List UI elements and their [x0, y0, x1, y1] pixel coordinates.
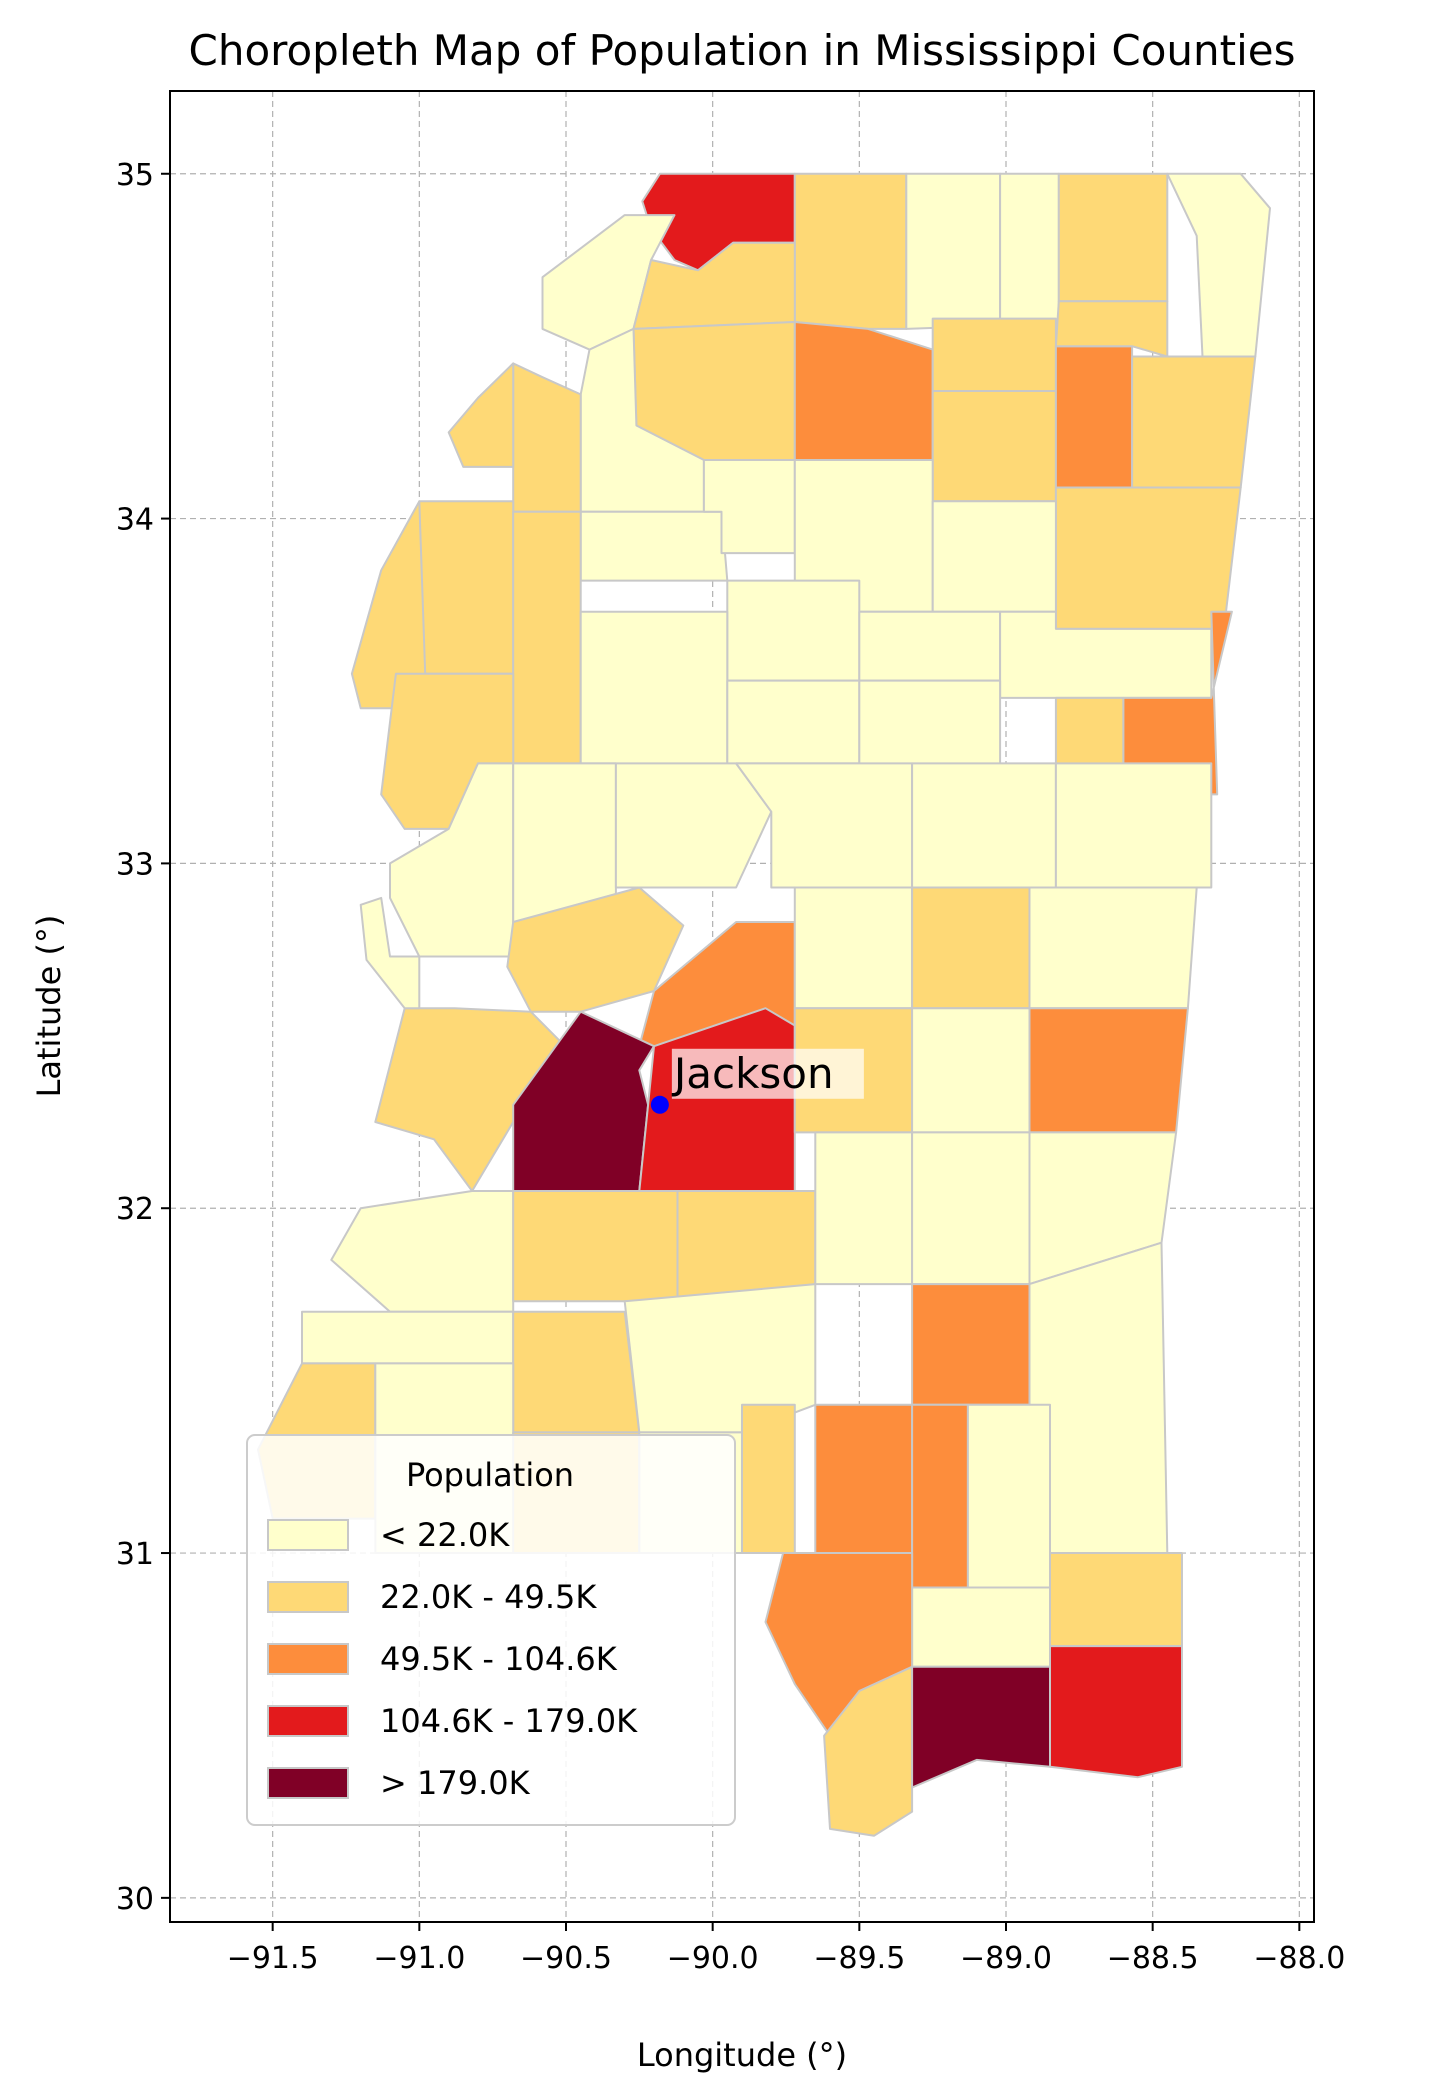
county-polygon [911, 886, 1031, 1010]
y-tick-label: 33 [116, 847, 154, 882]
x-tick-label: −90.0 [667, 1941, 759, 1976]
x-tick-label: −91.5 [227, 1941, 319, 1976]
county-polygon [911, 1586, 1051, 1668]
y-axis-label: Latitude (°) [30, 915, 68, 1098]
county-polygon [931, 500, 1057, 613]
county-polygon [1054, 486, 1242, 630]
y-tick-label: 31 [116, 1537, 154, 1572]
city-label-background [671, 1048, 864, 1099]
y-tick-label: 34 [116, 503, 154, 538]
legend-entry-label: > 179.0K [380, 1764, 531, 1802]
x-tick-label: −89.0 [960, 1941, 1052, 1976]
county-polygon [512, 1310, 641, 1434]
axis-ticks: −91.5 −91.0 −90.5 −90.0 −89.5 −89.0 −88.5 −88.0… [116, 158, 1345, 1976]
county-polygons [257, 172, 1271, 1837]
county-polygon [911, 1007, 1031, 1134]
x-tick-label: −89.5 [813, 1941, 905, 1976]
x-tick-label: −88.5 [1107, 1941, 1199, 1976]
county-polygon [1054, 762, 1213, 889]
legend-entry-label: < 22.0K [380, 1516, 510, 1554]
county-polygon [911, 1403, 969, 1589]
y-tick-label: 32 [116, 1192, 154, 1227]
county-polygon [858, 610, 1002, 682]
county-polygon [999, 172, 1060, 337]
legend-swatch [267, 1767, 349, 1799]
city-marker [650, 1095, 669, 1114]
legend-title: Population [406, 1456, 574, 1494]
county-polygon [512, 510, 582, 765]
county-polygon [911, 1665, 1051, 1789]
y-tick-label: 35 [116, 158, 154, 193]
chart-title: Choropleth Map of Population in Mississi… [189, 26, 1296, 75]
county-polygon [614, 762, 773, 889]
county-polygon [301, 1310, 515, 1365]
legend-box [246, 1434, 736, 1826]
county-polygon [1054, 300, 1169, 358]
legend-swatch [267, 1643, 349, 1675]
x-tick-label: −88.0 [1253, 1941, 1345, 1976]
x-tick-label: −91.0 [373, 1941, 465, 1976]
county-polygon [1049, 1552, 1183, 1648]
county-polygon [359, 896, 421, 1010]
legend-entry-label: 22.0K - 49.5K [380, 1578, 597, 1616]
county-polygon [676, 1190, 817, 1303]
county-polygon [447, 362, 515, 468]
plot-frame [169, 90, 1315, 1923]
county-polygon [1054, 345, 1134, 489]
county-polygon [911, 762, 1057, 889]
county-polygon [741, 1403, 796, 1554]
city-marker-group: Jackson [650, 1048, 864, 1114]
legend-entry-label: 104.6K - 179.0K [380, 1702, 638, 1740]
legend: Population < 22.0K 22.0K - 49.5K 49.5K - 1… [246, 1434, 736, 1826]
legend-swatch [267, 1581, 349, 1613]
county-polygon [350, 500, 427, 710]
county-polygon [1049, 1645, 1183, 1779]
county-polygon [793, 886, 914, 1010]
legend-swatch [267, 1519, 349, 1551]
county-polygon [793, 172, 908, 330]
county-polygon [966, 1403, 1051, 1589]
county-polygon [1028, 886, 1198, 1010]
county-polygon [931, 317, 1057, 392]
county-polygon [911, 1283, 1031, 1406]
county-polygon [1028, 1007, 1189, 1134]
county-polygon [814, 1403, 914, 1554]
county-polygon [931, 390, 1057, 503]
county-polygon [512, 1190, 679, 1303]
county-polygon [579, 510, 729, 582]
county-polygon [1131, 355, 1257, 489]
legend-swatch [267, 1705, 349, 1737]
county-polygon [506, 886, 685, 1013]
county-polygon [793, 321, 934, 461]
county-polygon [726, 579, 861, 682]
x-tick-label: −90.5 [520, 1941, 612, 1976]
county-polygon [814, 1131, 914, 1286]
y-tick-label: 30 [116, 1882, 154, 1917]
county-polygon [911, 1131, 1031, 1286]
county-polygon [905, 172, 1002, 330]
city-label: Jackson [671, 1049, 834, 1098]
x-axis-label: Longitude (°) [637, 2036, 847, 2074]
county-polygon [512, 362, 582, 513]
county-polygon [1057, 172, 1169, 303]
legend-entry-label: 49.5K - 104.6K [380, 1640, 618, 1678]
